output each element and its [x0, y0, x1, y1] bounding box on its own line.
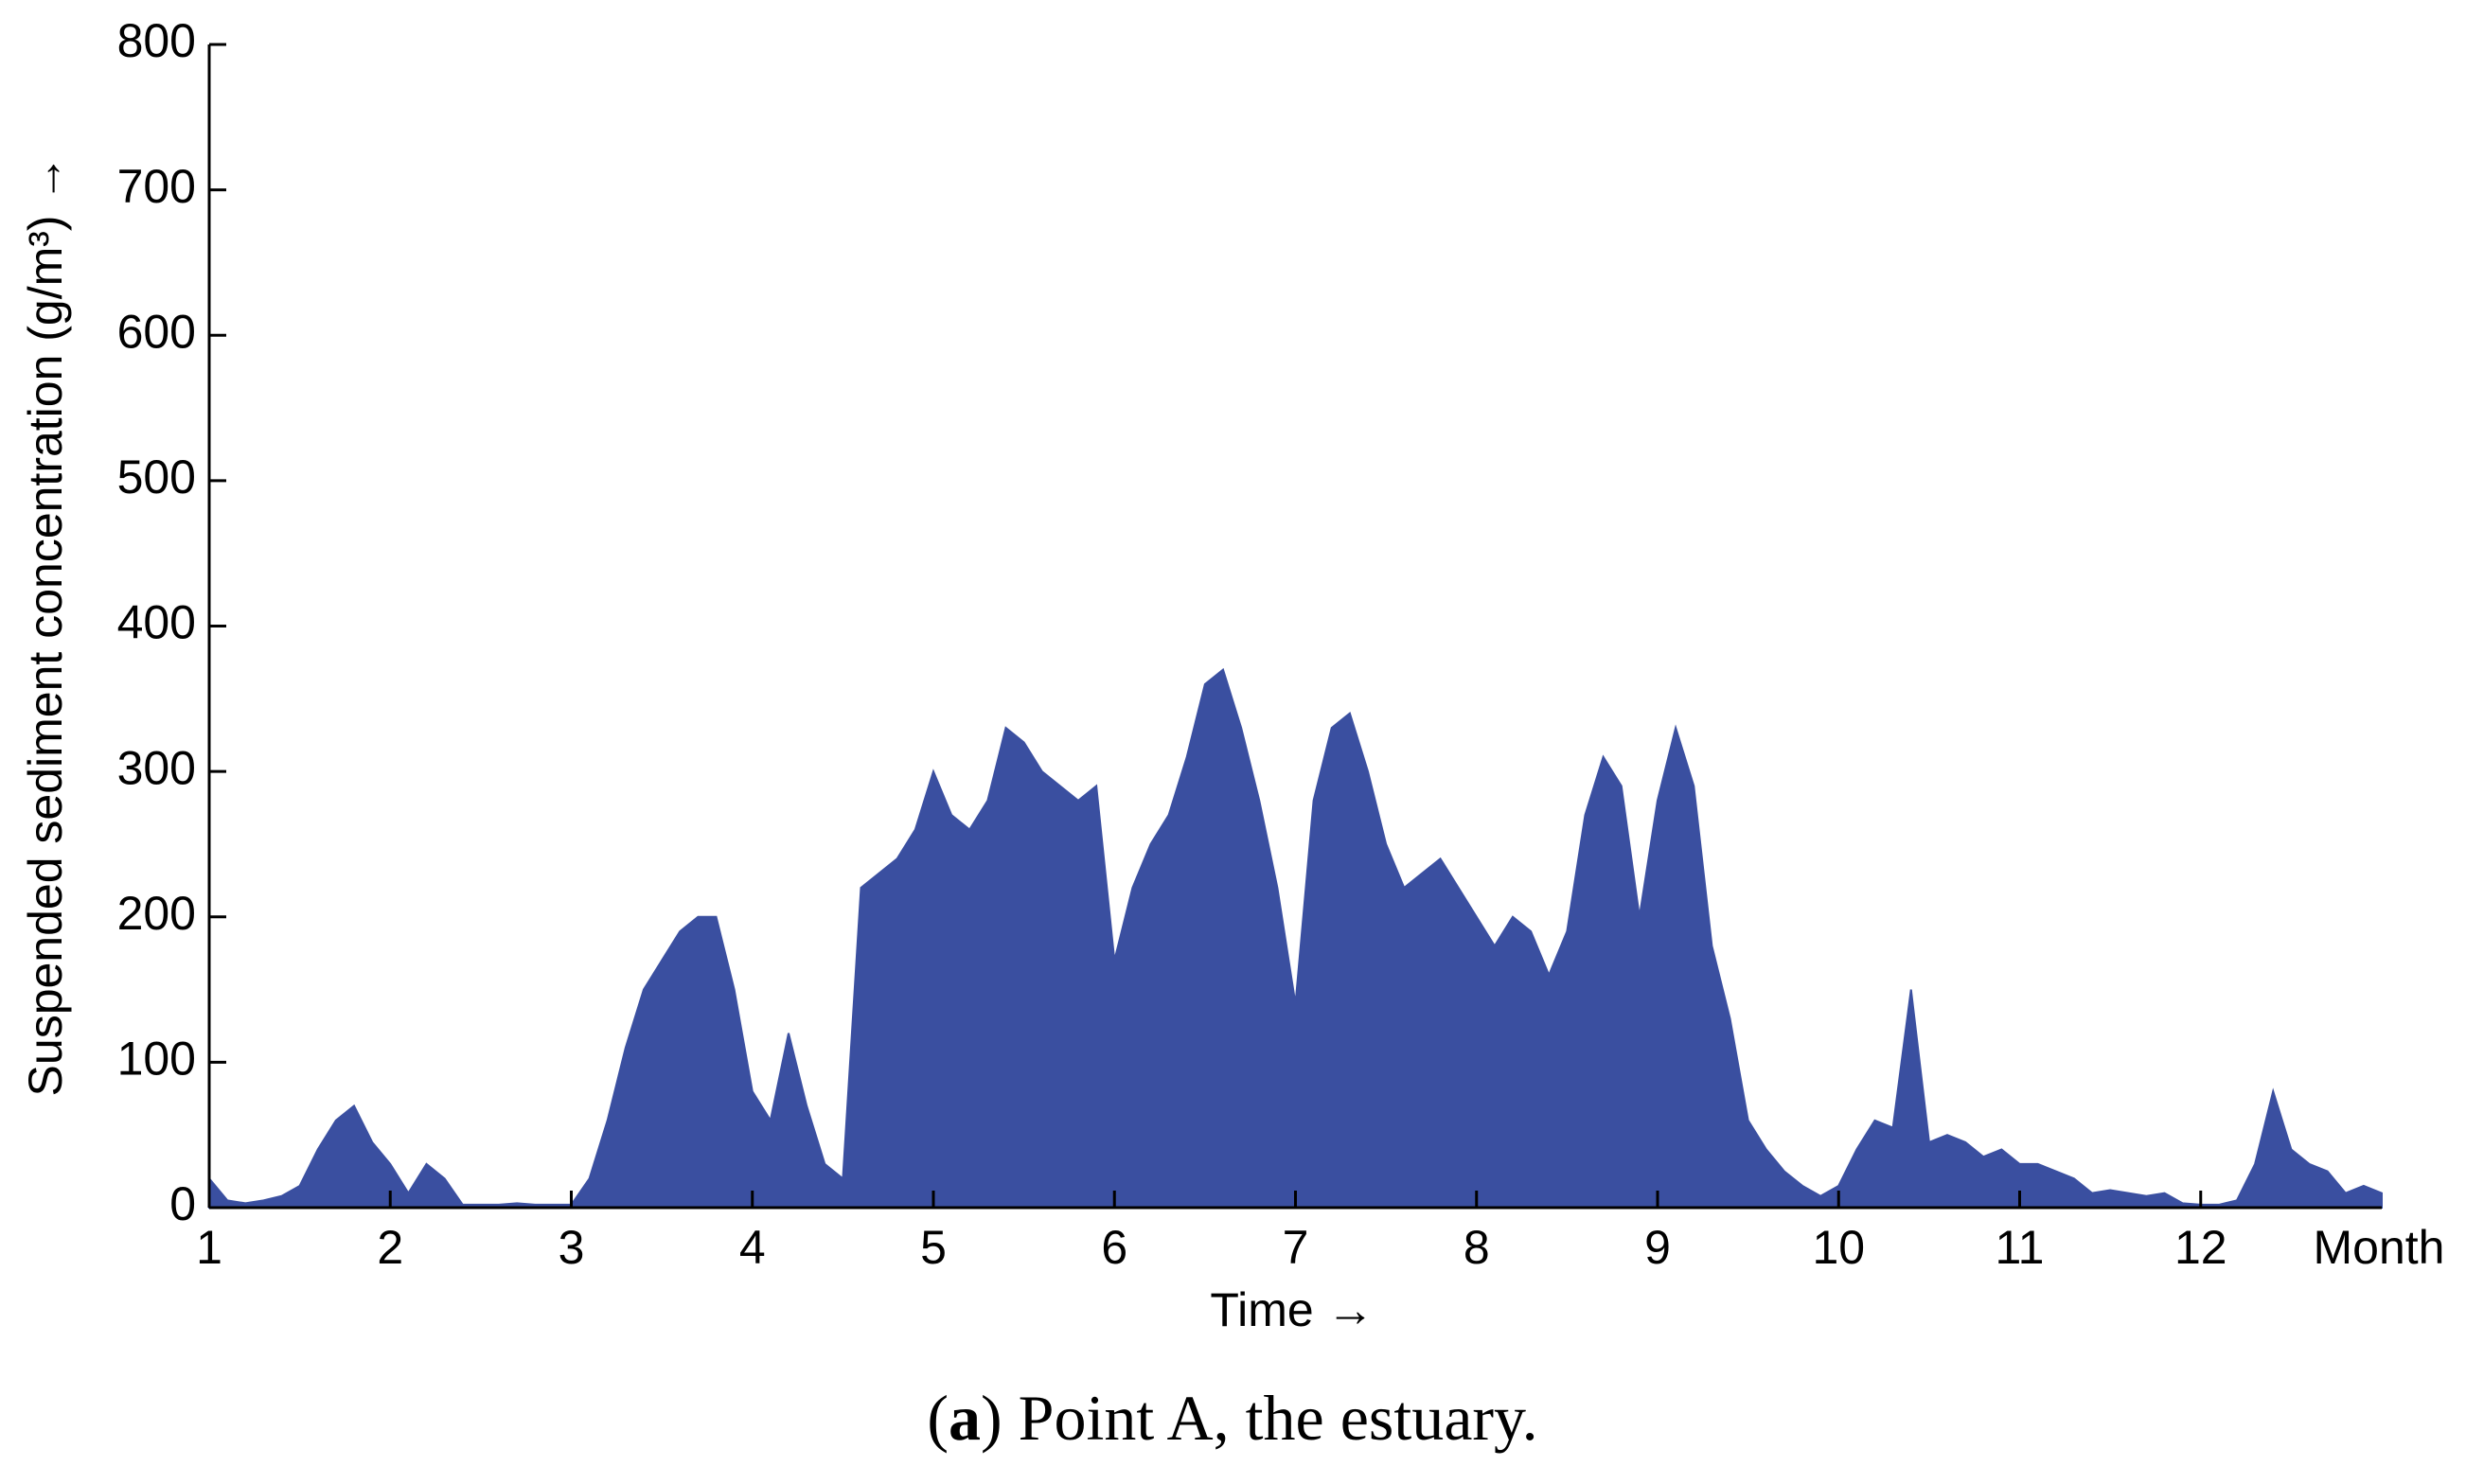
caption-letter: a	[949, 1382, 981, 1454]
caption-text: ) Point A, the estuary.	[981, 1382, 1538, 1454]
y-tick-label: 200	[117, 887, 196, 940]
x-unit-label: Month	[2314, 1221, 2445, 1274]
x-tick-label: 5	[920, 1221, 947, 1274]
y-tick-label: 600	[117, 305, 196, 358]
x-tick-label: 4	[739, 1221, 766, 1274]
caption-open: (	[927, 1382, 949, 1454]
x-tick-label: 11	[1996, 1221, 2045, 1274]
y-tick-label: 400	[117, 596, 196, 649]
y-tick-label: 300	[117, 741, 196, 794]
x-tick-label: 10	[1812, 1221, 1865, 1274]
x-tick-label: 2	[377, 1221, 403, 1274]
x-axis-label: Time →	[1210, 1283, 1374, 1336]
x-tick-label: 9	[1644, 1221, 1671, 1274]
y-tick-label: 800	[117, 14, 196, 67]
caption: (a) Point A, the estuary.	[927, 1382, 1537, 1454]
y-tick-label: 100	[117, 1033, 196, 1086]
y-axis-label: Suspended sediment concentration (g/m³) …	[19, 155, 72, 1097]
x-tick-label: 12	[2174, 1221, 2227, 1274]
x-tick-label: 7	[1283, 1221, 1309, 1274]
x-tick-label: 3	[559, 1221, 585, 1274]
x-tick-label: 8	[1464, 1221, 1490, 1274]
y-tick-label: 700	[117, 160, 196, 213]
area	[208, 667, 2383, 1209]
x-tick-label: 1	[196, 1221, 222, 1274]
y-tick-label: 0	[169, 1177, 196, 1230]
y-tick-label: 500	[117, 450, 196, 504]
x-tick-label: 6	[1101, 1221, 1127, 1274]
